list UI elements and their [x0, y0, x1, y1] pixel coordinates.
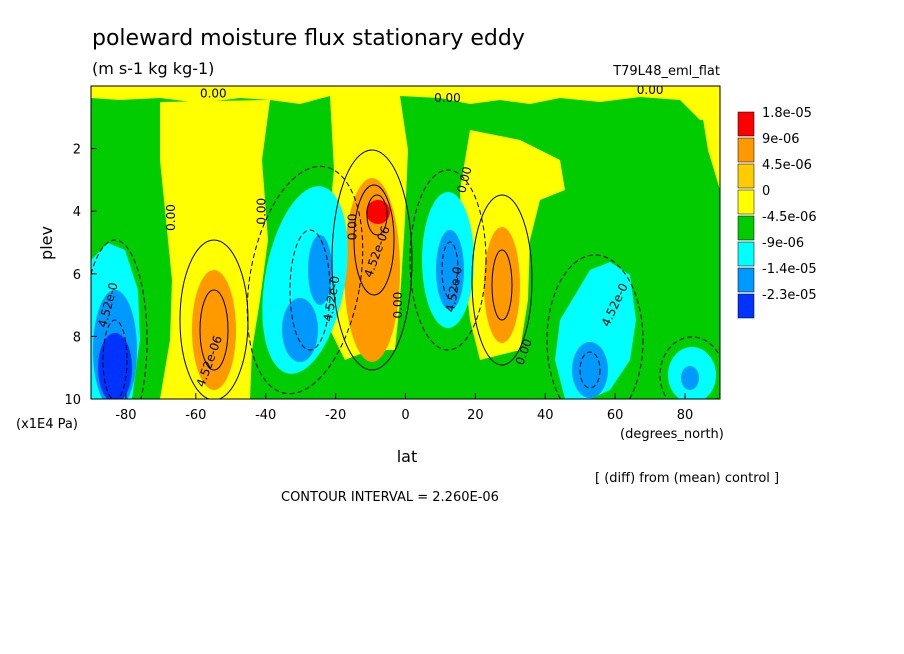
band-pos-right [700, 100, 720, 190]
band-red-lat-8 [366, 200, 390, 224]
contour-label: 0.00 [434, 91, 461, 105]
contour-pos-lat-10-c [366, 194, 388, 236]
band-blue-lat-23 [308, 235, 332, 305]
x-axis: -80 -60 -40 -20 0 20 40 60 80 [115, 393, 693, 423]
contour-pos-lat-27 [471, 194, 533, 366]
legend-swatch [737, 137, 755, 163]
x-axis-label: lat [397, 447, 418, 466]
legend-swatch [737, 111, 755, 137]
y-tick-label: 8 [73, 330, 81, 345]
contour-interval: CONTOUR INTERVAL = 2.260E-06 [281, 490, 499, 505]
contour-neg-lat-55 [546, 254, 644, 399]
x-tick-label: -60 [185, 408, 206, 423]
contour-pos-lat-27-inner [491, 249, 513, 321]
band-top-positive [91, 86, 720, 120]
band-blue-lat-83 [681, 366, 699, 390]
y-tick-label: 6 [73, 268, 81, 283]
contour-neg-lat-85 [659, 336, 720, 399]
y-tick-label: 4 [73, 205, 81, 220]
legend-swatch [737, 241, 755, 267]
x-tick-label: -80 [115, 408, 136, 423]
contour-neg-lat-85-inner [102, 319, 128, 399]
x-tick-label: 60 [607, 408, 624, 423]
contour-neg-lat-27 [246, 165, 364, 395]
y-axis-units: (x1E4 Pa) [16, 417, 78, 432]
contour-neg-lat-12-inner [441, 241, 459, 299]
contour-field: 0.00 0.000.000.00 0.000.000.000.000.004.52… [91, 83, 720, 399]
legend-swatch [737, 189, 755, 215]
x-tick-label: 0 [401, 408, 409, 423]
y-tick-label: 2 [73, 143, 81, 158]
band-blue-lat-13 [436, 230, 464, 310]
contour-label: 0.00 [255, 198, 269, 225]
x-tick-label: -20 [325, 408, 346, 423]
contour-label: 0.00 [637, 83, 664, 97]
x-tick-label: 40 [537, 408, 554, 423]
legend-label: 1.8e-05 [762, 106, 812, 121]
x-tick-label: 20 [467, 408, 484, 423]
legend-label: -2.3e-05 [762, 288, 817, 303]
x-tick-label: -40 [255, 408, 276, 423]
y-axis-label: plev [37, 226, 56, 260]
contour-neg-lat-85 [91, 239, 148, 399]
legend-label: -4.5e-06 [762, 210, 817, 225]
chart-units: (m s-1 kg kg-1) [92, 59, 214, 78]
contour-label: 0.00 [346, 213, 360, 240]
diff-note: [ (diff) from (mean) control ] [595, 471, 779, 486]
legend: 1.8e-05 9e-06 4.5e-06 0 -4.5e-06 -9e-06 -1.4e-… [737, 106, 817, 319]
contour-pos-lat-57-inner [199, 289, 229, 371]
experiment-label: T79L48_eml_flat [612, 64, 720, 79]
contour-label: 0.00 [164, 204, 178, 231]
contour-pos-lat-10-b [353, 184, 395, 296]
legend-swatch [737, 163, 755, 189]
contour-neg-lat-12 [409, 169, 487, 351]
contour-neg-lat-27-inner [289, 229, 331, 351]
y-axis: 2 4 6 8 10 [64, 143, 97, 408]
x-axis-units: (degrees_north) [620, 427, 724, 442]
legend-label: -1.4e-05 [762, 262, 817, 277]
contour-label: 0.00 [200, 86, 227, 100]
chart-title: poleward moisture flux stationary eddy [92, 26, 525, 51]
legend-swatch [737, 215, 755, 241]
legend-label: 4.5e-06 [762, 158, 812, 173]
legend-swatch [737, 293, 755, 319]
legend-label: 0 [762, 184, 770, 199]
contour-pos-lat-10 [331, 149, 413, 371]
y-tick-label: 10 [64, 393, 81, 408]
band-pos-lat-60 [160, 100, 270, 399]
band-orange-lat-57 [192, 270, 236, 390]
legend-label: -9e-06 [762, 236, 804, 251]
legend-swatch [737, 267, 755, 293]
x-tick-label: 80 [677, 408, 694, 423]
contour-label: 0.00 [454, 165, 474, 194]
band-blue-lat-30 [282, 298, 318, 362]
legend-label: 9e-06 [762, 132, 800, 147]
band-blue-lat-52 [572, 342, 608, 398]
contour-label: 0.00 [391, 292, 405, 319]
contour-neg-lat-55-inner [579, 351, 601, 389]
band-deepblue-lat-83 [98, 333, 132, 399]
band-orange-lat-27 [484, 227, 520, 343]
